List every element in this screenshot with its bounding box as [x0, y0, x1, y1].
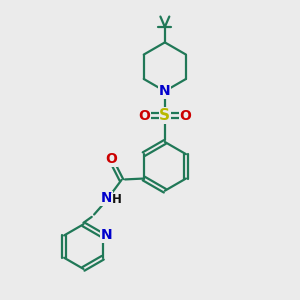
- Text: S: S: [159, 108, 170, 123]
- Text: O: O: [138, 109, 150, 122]
- Text: H: H: [112, 194, 121, 206]
- Text: N: N: [100, 229, 112, 242]
- Text: O: O: [106, 152, 118, 166]
- Text: O: O: [180, 109, 192, 122]
- Text: N: N: [101, 191, 112, 206]
- Text: N: N: [159, 84, 171, 98]
